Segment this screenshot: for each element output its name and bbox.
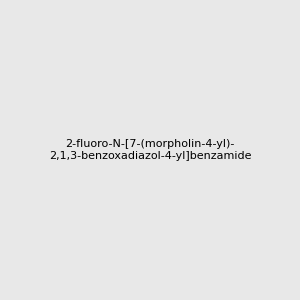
Text: 2-fluoro-N-[7-(morpholin-4-yl)-
2,1,3-benzoxadiazol-4-yl]benzamide: 2-fluoro-N-[7-(morpholin-4-yl)- 2,1,3-be… bbox=[49, 139, 251, 161]
